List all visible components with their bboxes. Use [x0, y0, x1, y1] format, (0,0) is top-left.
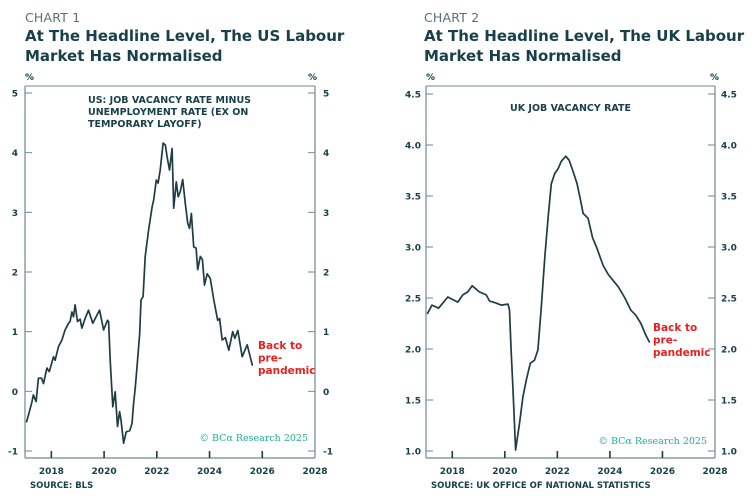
- y-tick-label-right: -1: [323, 448, 333, 458]
- x-tick-label: 2020: [92, 467, 117, 477]
- y-tick-label-left: 4.5: [405, 91, 421, 101]
- y-tick-label-right: 1.0: [721, 448, 737, 458]
- y-tick-label-right: 3.5: [721, 193, 737, 203]
- chart-2-kicker: CHART 2: [424, 10, 480, 25]
- y-tick-label-left: 3.0: [405, 244, 421, 254]
- series-title-line: UK JOB VACANCY RATE: [510, 103, 631, 114]
- y-tick-label-right: 4: [323, 149, 329, 159]
- x-tick-label: 2024: [597, 467, 622, 477]
- chart-1-source: SOURCE: BLS: [30, 481, 94, 491]
- chart-1-plot: % % -1 -1 0 0 1 1 2 2 3 3 4 4 5 5 2018 2020 2022 2024 2026 20…: [8, 73, 333, 477]
- annotation-back-to-pre-pandemic: pandemic: [653, 347, 710, 359]
- chart-1-panel: CHART 1 At The Headline Level, The US La…: [0, 0, 377, 498]
- chart-2-title-line-2: Market Has Normalised: [424, 47, 622, 65]
- y-tick-label-right: 2.0: [721, 346, 737, 356]
- x-tick-label: 2026: [650, 467, 675, 477]
- y-tick-label-left: 2: [12, 269, 18, 279]
- y-tick-label-right: 1: [323, 328, 329, 338]
- y-tick-label-right: 3.0: [721, 244, 737, 254]
- y-tick-label-left: 1.5: [405, 397, 421, 407]
- x-tick-label: 2022: [144, 467, 169, 477]
- chart-1-title-line-1: At The Headline Level, The US Labour: [25, 27, 345, 45]
- chart-1-title-line-2: Market Has Normalised: [25, 47, 223, 65]
- series-title-line: TEMPORARY LAYOFF): [88, 119, 202, 130]
- series-line: [426, 155, 651, 451]
- y-tick-label-right: 1.5: [721, 397, 737, 407]
- x-tick-label: 2028: [702, 467, 727, 477]
- copyright-label: © BCα Research 2025: [599, 436, 708, 447]
- chart-2-plot: % % 1.0 1.0 1.5 1.5 2.0 2.0 2.5 2.5 3.0 3.0 3.5 3.5 4.…: [405, 73, 737, 477]
- x-tick-label: 2018: [39, 467, 64, 477]
- series-title-line: US: JOB VACANCY RATE MINUS: [88, 95, 251, 106]
- chart-2-title-line-1: At The Headline Level, The UK Labour: [424, 27, 745, 45]
- y-tick-label-left: 3.5: [405, 193, 421, 203]
- y-tick-label-left: 2.0: [405, 346, 421, 356]
- y-unit-right: %: [710, 73, 719, 83]
- y-tick-label-left: -1: [8, 448, 18, 458]
- y-unit-right: %: [308, 73, 317, 83]
- x-tick-label: 2028: [302, 467, 327, 477]
- y-unit-left: %: [426, 73, 435, 83]
- x-tick-label: 2022: [545, 467, 570, 477]
- y-tick-label-right: 2.5: [721, 295, 737, 305]
- x-tick-label: 2026: [250, 467, 275, 477]
- y-tick-label-left: 2.5: [405, 295, 421, 305]
- chart-2-title: At The Headline Level, The UK Labour Mar…: [424, 26, 744, 66]
- y-tick-label-left: 5: [12, 90, 18, 100]
- y-unit-left: %: [25, 73, 34, 83]
- y-tick-label-right: 4.5: [721, 91, 737, 101]
- y-tick-label-left: 0: [12, 388, 18, 398]
- annotation-back-to-pre-pandemic: pandemic: [258, 365, 315, 377]
- y-tick-label-right: 0: [323, 388, 329, 398]
- chart-2-source: SOURCE: UK OFFICE OF NATIONAL STATISTICS: [431, 481, 651, 491]
- y-tick-label-right: 4.0: [721, 142, 737, 152]
- y-tick-label-left: 4.0: [405, 142, 421, 152]
- copyright-label: © BCα Research 2025: [200, 433, 309, 444]
- x-tick-label: 2024: [197, 467, 222, 477]
- x-tick-label: 2020: [492, 467, 517, 477]
- y-tick-label-left: 3: [12, 209, 18, 219]
- y-tick-label-left: 1.0: [405, 448, 421, 458]
- y-tick-label-left: 1: [12, 328, 18, 338]
- annotation-back-to-pre-pandemic: Back to: [258, 340, 302, 352]
- series-title-line: UNEMPLOYMENT RATE (EX ON: [88, 107, 248, 118]
- chart-1-title: At The Headline Level, The US Labour Mar…: [25, 26, 344, 66]
- series-line: [25, 142, 254, 445]
- y-tick-label-right: 5: [323, 90, 329, 100]
- y-tick-label-left: 4: [12, 149, 18, 159]
- y-tick-label-right: 3: [323, 209, 329, 219]
- y-tick-label-right: 2: [323, 269, 329, 279]
- chart-2-panel: CHART 2 At The Headline Level, The UK La…: [377, 0, 755, 498]
- annotation-back-to-pre-pandemic: pre-: [653, 335, 677, 347]
- chart-1-kicker: CHART 1: [25, 10, 81, 25]
- annotation-back-to-pre-pandemic: Back to: [653, 322, 697, 334]
- x-tick-label: 2018: [440, 467, 465, 477]
- annotation-back-to-pre-pandemic: pre-: [258, 353, 282, 365]
